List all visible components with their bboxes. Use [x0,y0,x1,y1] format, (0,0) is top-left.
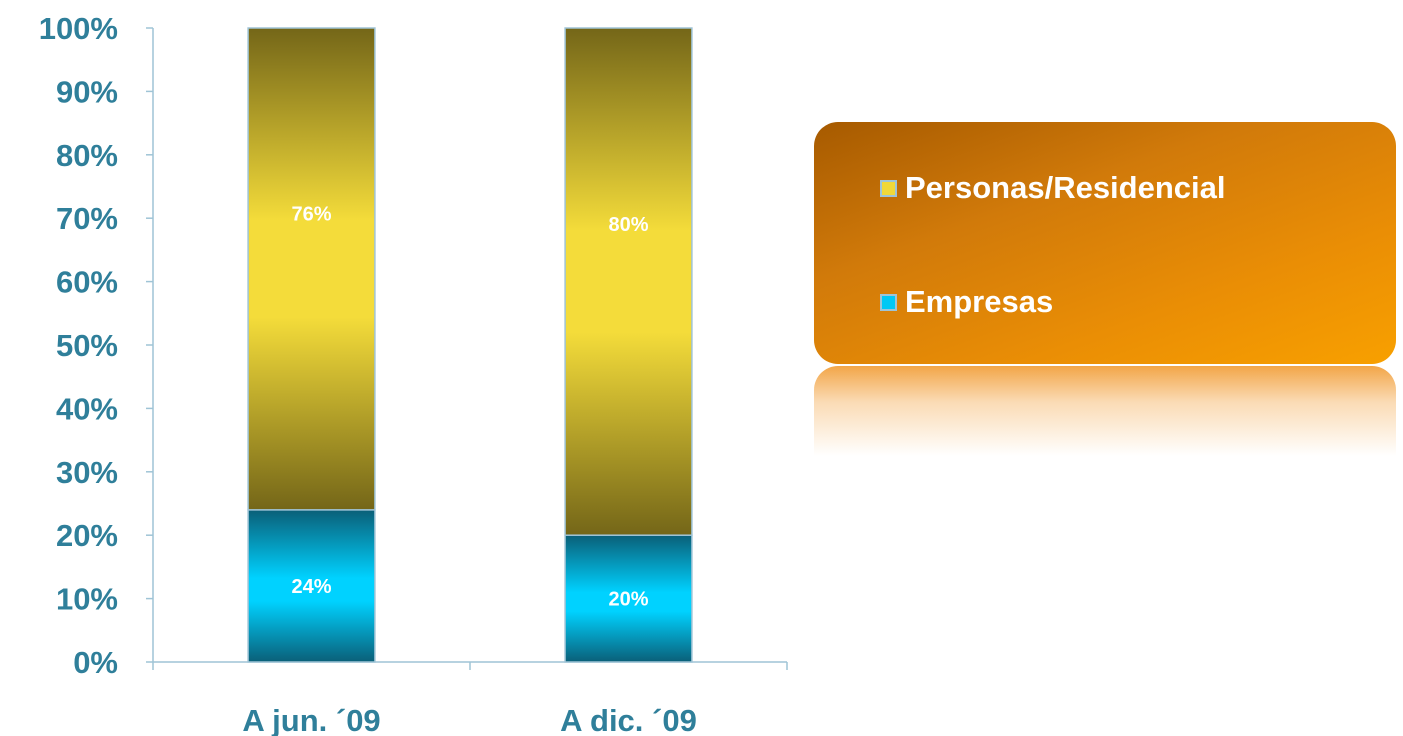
y-tick-label: 80% [56,138,118,173]
y-tick-label: 10% [56,582,118,617]
labels: 24% 76% A jun. ´09 20% 80% A dic. ´09 [242,204,697,736]
y-tick-label: 70% [56,201,118,236]
bar-segment-personas [564,27,693,536]
y-tick-label: 20% [56,518,118,553]
data-label-personas: 76% [291,204,331,226]
y-tick-label: 90% [56,74,118,109]
bars [247,27,693,663]
bar-segment-personas [247,27,376,511]
data-label-empresas: 20% [608,589,648,611]
legend-swatch-empresas [880,293,897,311]
legend-swatch-personas [880,179,897,197]
y-tick-label: 100% [39,11,118,46]
legend-item-personas: Personas/Residencial [880,170,1226,206]
x-category-label: A dic. ´09 [560,703,697,736]
bar-segment-empresas [564,534,693,663]
y-tick-label: 40% [56,391,118,426]
legend-label-empresas: Empresas [905,284,1054,319]
legend-label-personas: Personas/Residencial [905,170,1226,205]
y-tick-label: 50% [56,328,118,363]
bar-segment-empresas [247,509,376,663]
y-tick-label: 30% [56,455,118,490]
legend-reflection [814,366,1396,456]
y-tick-label: 0% [73,645,118,680]
data-label-personas: 80% [608,214,648,236]
legend-item-empresas: Empresas [880,284,1053,320]
legend: Personas/Residencial Empresas [814,122,1396,364]
data-label-empresas: 24% [291,576,331,598]
x-category-label: A jun. ´09 [242,703,380,736]
y-tick-label: 60% [56,265,118,300]
axes: 0% 10% 20% 30% 40% 50% 60% 70% 80% 90% 100% [39,11,788,680]
